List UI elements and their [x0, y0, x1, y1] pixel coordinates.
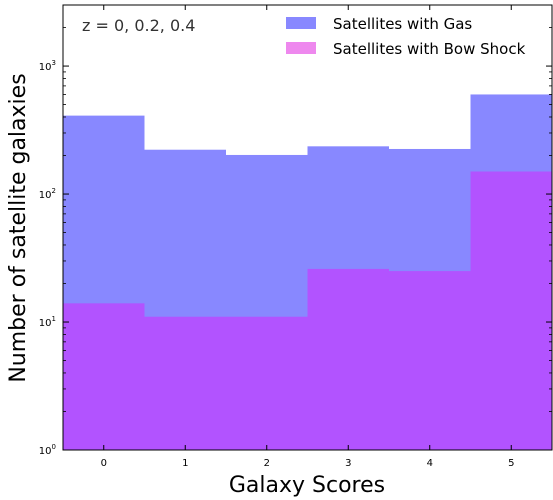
- x-tick-label-2: 2: [264, 458, 270, 469]
- x-tick-label-1: 1: [182, 458, 188, 469]
- x-tick-label-4: 4: [427, 458, 433, 469]
- bow-shock-series-bars: [63, 171, 552, 451]
- legend-swatch-bow-shock: [286, 42, 316, 54]
- y-tick-label: 101: [39, 315, 56, 329]
- plot-frame: [62, 4, 553, 451]
- bar-bow-shock-2: [226, 316, 308, 450]
- x-tick-label-3: 3: [345, 458, 351, 469]
- bar-bow-shock-4: [389, 271, 471, 450]
- legend: Satellites with Gas Satellites with Bow …: [286, 15, 526, 58]
- x-axis-title: Galaxy Scores: [229, 473, 385, 498]
- legend-label-gas: Satellites with Gas: [333, 15, 472, 33]
- redshift-annotation: z = 0, 0.2, 0.4: [82, 16, 195, 35]
- bar-bow-shock-3: [307, 268, 389, 450]
- x-tick-label-0: 0: [101, 458, 107, 469]
- legend-swatch-gas: [286, 17, 316, 29]
- y-axis-title: Number of satellite galaxies: [6, 73, 31, 382]
- bar-bow-shock-5: [470, 171, 552, 451]
- x-axis-ticks: 0 1 2 3 4 5: [101, 5, 514, 469]
- x-tick-label-5: 5: [508, 458, 514, 469]
- legend-label-bow-shock: Satellites with Bow Shock: [333, 40, 526, 58]
- y-tick-label: 100: [39, 443, 56, 457]
- y-tick-label: 103: [39, 59, 56, 73]
- y-tick-label: 102: [39, 187, 56, 201]
- bar-bow-shock-0: [63, 303, 145, 450]
- y-axis-ticks: 100 101 102 103: [39, 4, 552, 457]
- bar-bow-shock-1: [144, 316, 226, 450]
